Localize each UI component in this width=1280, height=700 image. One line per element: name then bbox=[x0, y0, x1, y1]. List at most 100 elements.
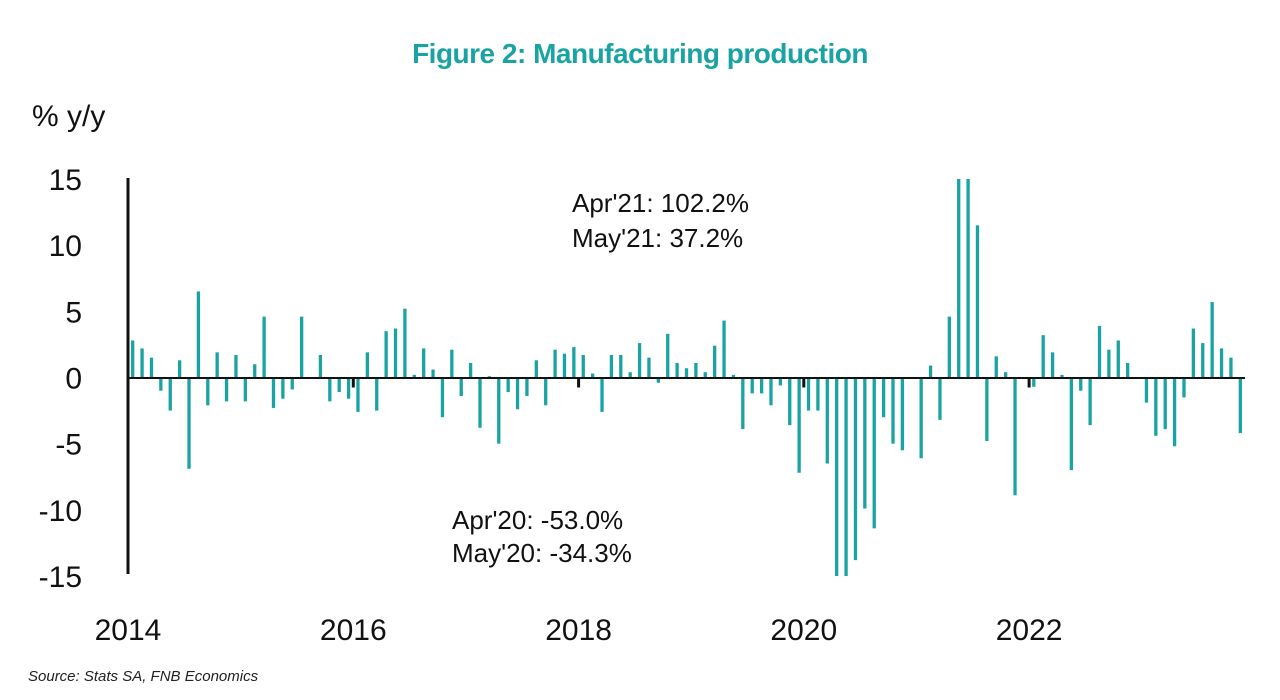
bar bbox=[572, 347, 576, 378]
bar bbox=[553, 349, 557, 378]
bar bbox=[1154, 377, 1158, 436]
bar bbox=[290, 377, 294, 390]
bar bbox=[590, 373, 595, 378]
bar bbox=[816, 377, 820, 411]
bar bbox=[384, 331, 388, 378]
annotation-2020-line1: Apr'20: -53.0% bbox=[452, 505, 623, 535]
bar bbox=[741, 377, 745, 430]
bar bbox=[422, 348, 426, 378]
bar bbox=[966, 179, 970, 378]
source-note: Source: Stats SA, FNB Economics bbox=[28, 668, 259, 685]
bar bbox=[431, 369, 435, 378]
y-tick-label: -10 bbox=[39, 495, 82, 528]
bar bbox=[863, 377, 867, 509]
y-tick-label: -5 bbox=[55, 429, 82, 462]
bar bbox=[337, 377, 341, 393]
bar bbox=[647, 357, 651, 378]
bar bbox=[159, 377, 163, 391]
bar bbox=[215, 352, 219, 378]
bar bbox=[666, 333, 670, 378]
bar bbox=[459, 377, 463, 397]
bar bbox=[656, 377, 660, 383]
bar bbox=[628, 372, 632, 378]
bar bbox=[1172, 377, 1177, 447]
bar bbox=[675, 362, 679, 378]
bar bbox=[1050, 352, 1055, 378]
bar bbox=[243, 377, 247, 402]
bar bbox=[168, 377, 172, 411]
bar bbox=[1219, 348, 1224, 378]
bar bbox=[478, 377, 482, 428]
x-tick-label: 2022 bbox=[996, 614, 1063, 647]
x-tick-label: 2018 bbox=[545, 614, 612, 647]
bar bbox=[328, 377, 332, 402]
bar bbox=[177, 360, 182, 378]
y-tick-label: 15 bbox=[49, 164, 82, 197]
bar bbox=[806, 377, 811, 411]
bar bbox=[1210, 302, 1214, 378]
bar bbox=[853, 377, 858, 561]
bar bbox=[149, 357, 154, 378]
bar bbox=[919, 377, 923, 459]
bar bbox=[769, 377, 773, 406]
bar bbox=[262, 316, 266, 378]
annotation-2021-line2: May'21: 37.2% bbox=[572, 223, 743, 253]
bar bbox=[403, 308, 407, 378]
bar bbox=[713, 345, 717, 378]
chart-title: Figure 2: Manufacturing production bbox=[412, 38, 868, 69]
bar bbox=[506, 377, 510, 393]
bar bbox=[487, 376, 492, 378]
bar bbox=[412, 374, 416, 378]
bar bbox=[1032, 377, 1036, 387]
bar bbox=[562, 353, 567, 378]
bar bbox=[1013, 377, 1017, 496]
bar bbox=[778, 377, 783, 386]
bar bbox=[694, 362, 698, 378]
bar bbox=[600, 377, 604, 412]
bar bbox=[759, 377, 764, 394]
bar bbox=[881, 377, 886, 418]
bar bbox=[581, 355, 585, 378]
bar bbox=[1116, 340, 1120, 378]
bar bbox=[788, 377, 792, 426]
bar bbox=[637, 343, 642, 378]
bar bbox=[196, 291, 201, 378]
bar bbox=[534, 360, 538, 378]
x-tick-label: 2020 bbox=[770, 614, 837, 647]
y-tick-label: -15 bbox=[39, 561, 82, 594]
bar bbox=[703, 372, 707, 378]
bar bbox=[515, 377, 520, 410]
bar bbox=[365, 352, 370, 378]
bar bbox=[1003, 372, 1008, 378]
bar bbox=[797, 377, 801, 473]
bar bbox=[1107, 349, 1111, 378]
bar bbox=[1201, 343, 1205, 378]
bar bbox=[234, 355, 238, 378]
y-axis-label: % y/y bbox=[32, 100, 106, 133]
bar bbox=[1088, 377, 1092, 426]
bar bbox=[938, 377, 942, 420]
bar bbox=[253, 364, 257, 378]
bar bbox=[994, 356, 998, 378]
bar bbox=[872, 377, 876, 529]
bar bbox=[928, 365, 933, 378]
bar bbox=[356, 377, 360, 412]
bar bbox=[1079, 377, 1083, 391]
bar bbox=[271, 377, 276, 408]
y-tick-label: 10 bbox=[49, 230, 82, 263]
bar bbox=[346, 377, 351, 399]
bar bbox=[318, 355, 323, 378]
bar bbox=[844, 377, 848, 576]
bar bbox=[1182, 377, 1186, 398]
x-tick-label: 2016 bbox=[320, 614, 387, 647]
bar bbox=[468, 362, 473, 378]
bar bbox=[1126, 362, 1130, 378]
bar bbox=[544, 377, 548, 406]
bar bbox=[393, 328, 398, 378]
bar bbox=[1060, 374, 1064, 378]
annotation-2020-line2: May'20: -34.3% bbox=[452, 538, 632, 568]
bar bbox=[750, 377, 754, 394]
bar bbox=[1163, 377, 1167, 430]
bar bbox=[619, 355, 623, 378]
